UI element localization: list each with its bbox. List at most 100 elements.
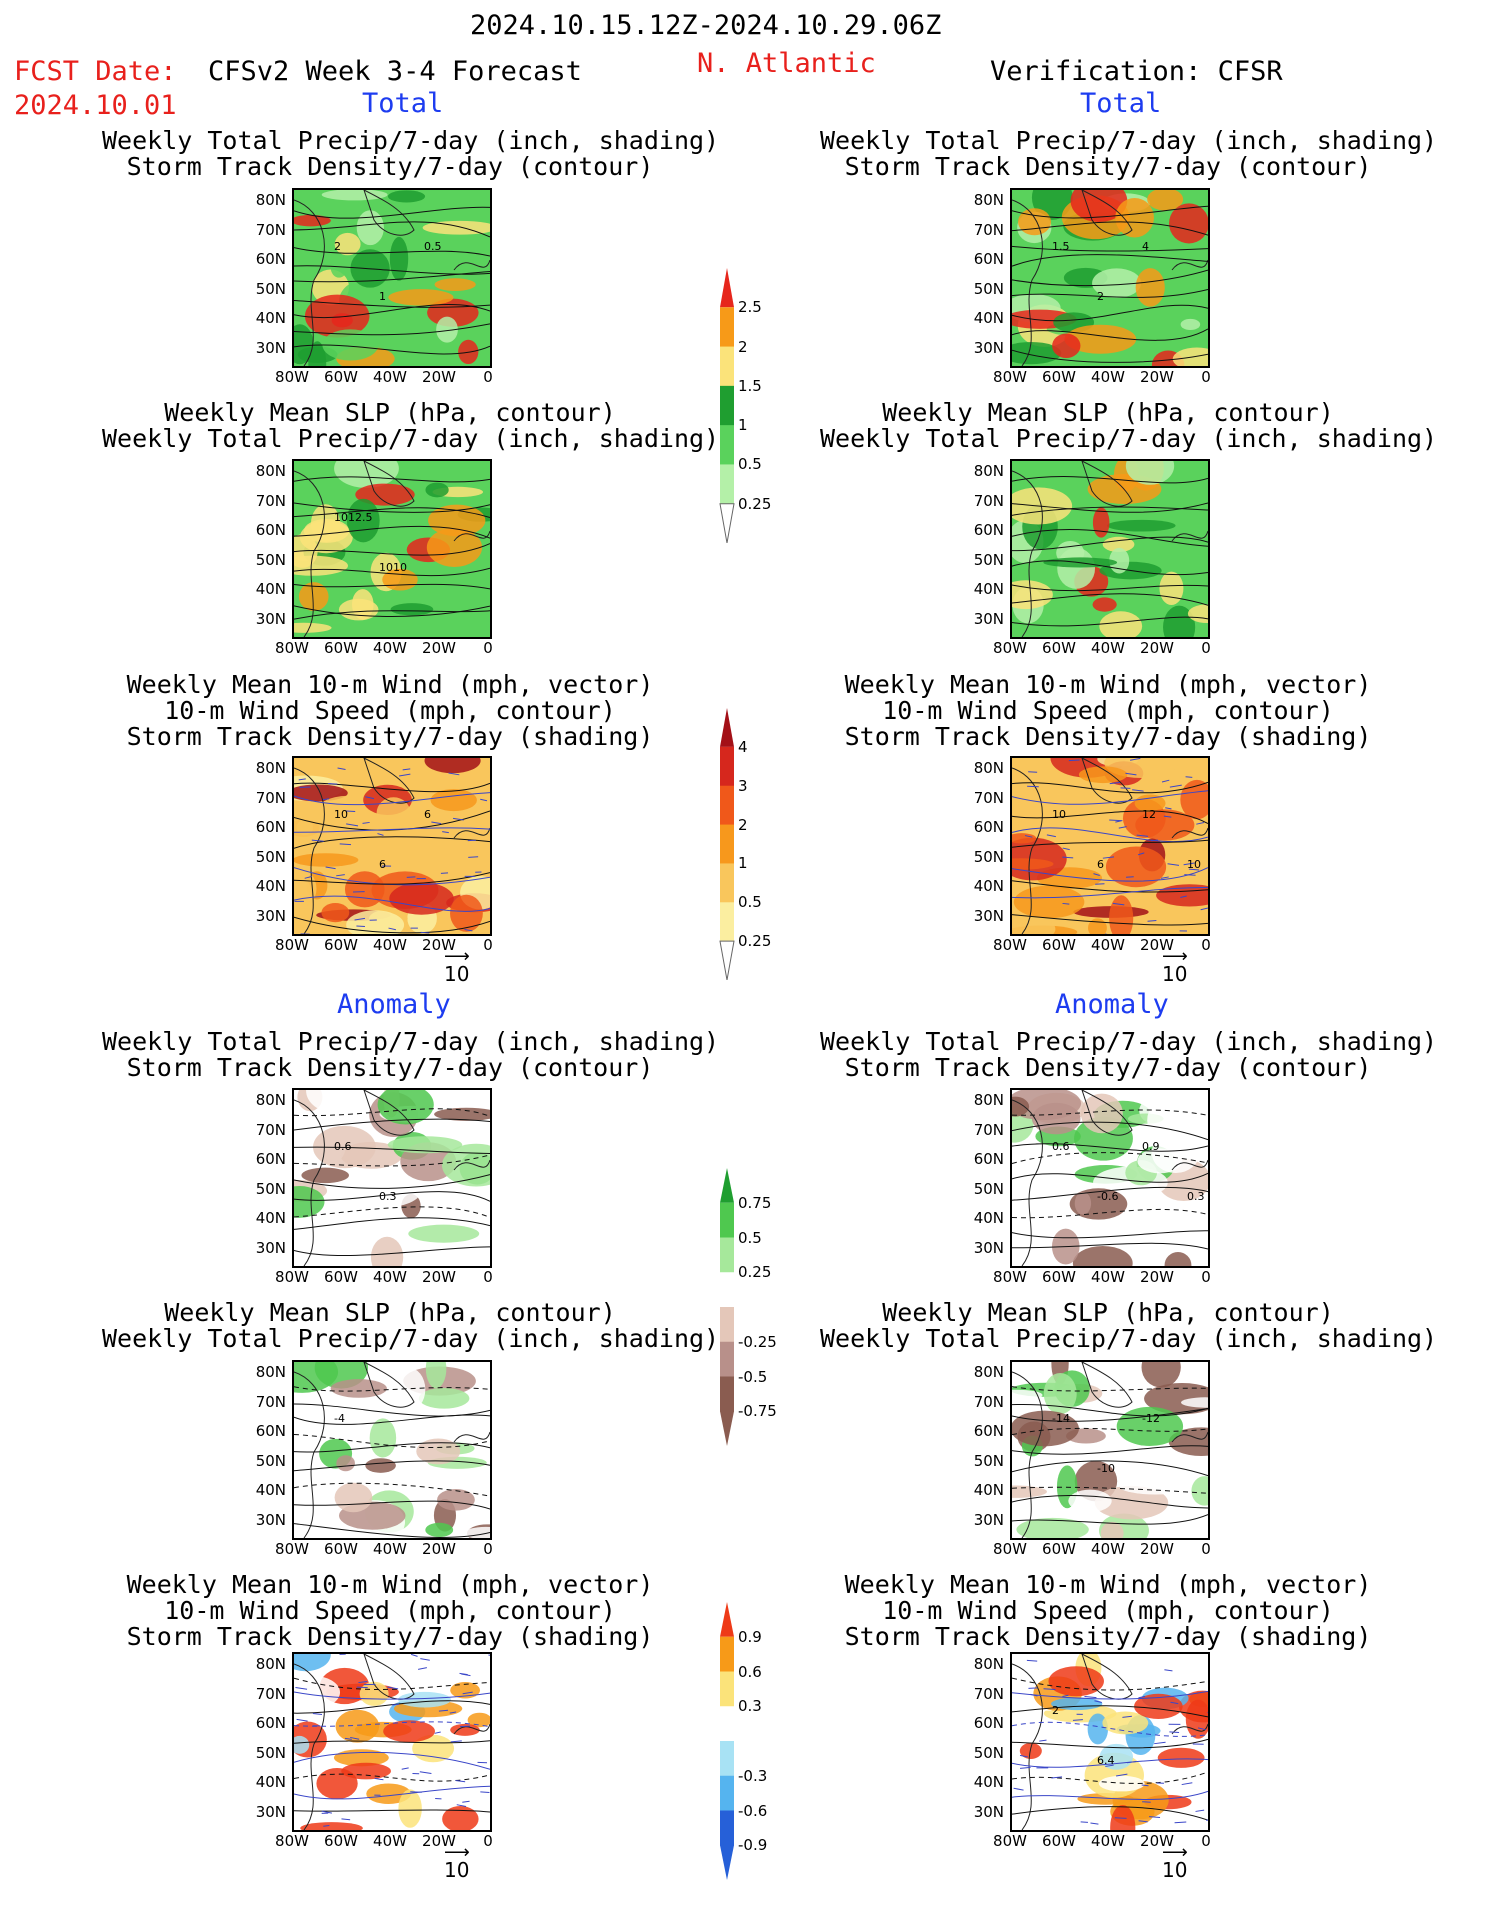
contour-label: 6 [379,858,386,871]
wind-vector [431,821,442,825]
wind-vector [1028,771,1038,773]
lat-tick-label: 50N [973,1179,1004,1198]
shaded-field [1176,462,1205,474]
wind-vector [1030,1693,1038,1697]
vector-reference: ⟶ 10 [444,1842,470,1883]
contour-line [1012,790,1208,805]
shaded-field [1012,915,1056,934]
shaded-field [1157,1747,1205,1768]
colorbar-label: -0.75 [738,1402,777,1421]
shaded-field [1018,208,1052,236]
shaded-field [450,1681,481,1699]
wind-vector [362,821,370,824]
colorbar-segment [720,385,734,426]
lat-tick-label: 60N [973,1422,1004,1440]
lat-tick-label: 30N [255,1802,286,1821]
lat-tick-label: 30N [973,1238,1004,1257]
wind-vector [1149,1816,1161,1818]
lat-tick-label: 50N [255,1451,286,1470]
vector-reference: ⟶ 10 [444,946,470,987]
map-svg: 210.5 [294,190,490,366]
contour-line [1012,221,1208,236]
verification-title: Verification: CFSR [990,56,1283,87]
wind-vector [442,831,449,834]
lat-tick-label: 40N [255,1773,286,1791]
panel-title: Weekly Mean SLP (hPa, contour) Weekly Tot… [820,1300,1437,1352]
lat-tick-label: 70N [973,491,1004,510]
lon-tick-label: 40W [373,936,407,954]
contour-line [1012,1677,1208,1691]
map-panel: 10 6 6 [292,756,492,936]
shaded-field [1102,536,1135,553]
wind-vector [1062,847,1070,851]
wind-vector [1118,826,1127,829]
wind-vector [321,1810,332,1814]
lon-tick-label: 60W [324,936,358,954]
shaded-field [419,591,452,627]
contour-line [1012,205,1208,219]
contour-line [1012,1152,1208,1165]
panel-title-line: Storm Track Density/7-day (contour) [844,1053,1372,1082]
colorbar-cap [720,708,734,747]
shaded-field [1180,318,1201,331]
contour-line [1012,839,1208,848]
wind-vector [398,773,411,777]
lat-tick-label: 40N [255,1209,286,1227]
map-panel: 1.5 2 4 [1010,188,1210,368]
colorbar-segment [720,1810,734,1846]
contour-line [294,206,490,219]
wind-vector [1150,839,1159,842]
lon-tick-label: 20W [1140,936,1174,954]
shaded-field [1156,238,1178,273]
section-anomaly-right: Anomaly [1055,989,1169,1020]
contour-line [294,1403,490,1417]
wind-vector [1197,1727,1206,1731]
shaded-field [294,622,332,633]
wind-vector [1094,1700,1102,1704]
lat-tick-label: 50N [255,1743,286,1762]
wind-vector [1024,835,1033,838]
panel-title-line: Storm Track Density/7-day (contour) [126,1053,654,1082]
wind-vector [1046,834,1056,838]
lat-tick-label: 60N [255,521,286,539]
lon-tick-label: 0 [483,1268,493,1286]
lat-tick-label: 70N [973,788,1004,807]
lon-tick-label: 0 [483,639,493,657]
panel-title: Weekly Mean 10-m Wind (mph, vector) 10-m … [820,672,1396,750]
lat-tick-label: 60N [973,250,1004,268]
lat-tick-label: 50N [255,1179,286,1198]
wind-vector [1039,1739,1047,1742]
contour-line [294,1191,490,1202]
wind-vector [459,1672,468,1676]
colorbar-label: 2.5 [738,298,762,317]
contour-label: 10 [1187,858,1201,871]
wind-vector [304,875,312,879]
wind-vector [377,833,384,836]
lon-tick-label: 60W [1042,639,1076,657]
contour-label: -4 [334,1412,345,1425]
shaded-field [1012,837,1067,881]
colorbar-cap [720,268,734,308]
lat-tick-label: 80N [255,1655,286,1673]
lat-tick-label: 30N [973,906,1004,925]
lon-tick-label: 0 [483,1540,493,1558]
wind-vector [1062,902,1070,905]
colorbar-segment [720,1202,734,1238]
shaded-field [294,1735,310,1754]
wind-vector [1102,856,1115,859]
section-total-right: Total [1080,88,1162,119]
shaded-field [434,278,476,291]
shaded-field [322,329,379,361]
shaded-field [383,1720,435,1743]
wind-vector [358,1680,368,1684]
fcst-date-value: 2024.10.01 [14,90,177,121]
panel-title-line: Weekly Total Precip/7-day (inch, shading… [102,424,720,453]
period-title: 2024.10.15.12Z-2024.10.29.06Z [470,10,942,41]
shaded-field [1092,597,1117,612]
panel-title: Weekly Total Precip/7-day (inch, shading… [102,1029,719,1082]
wind-vector [354,917,366,921]
shaded-field [321,903,350,923]
contour-line [294,1154,490,1167]
shaded-field [334,232,361,256]
contour-line [1012,328,1208,341]
